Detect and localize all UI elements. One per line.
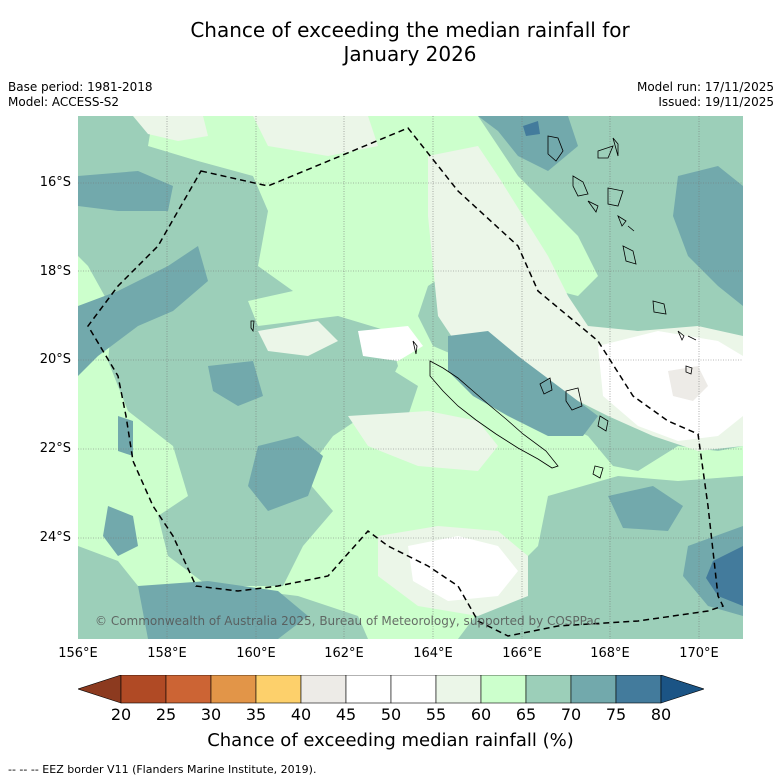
loyalty-islands — [539, 377, 609, 432]
lat-label-24s: 24°S — [39, 530, 71, 545]
lon-label-160e: 160°E — [236, 646, 276, 661]
contour-70-75-center — [248, 436, 323, 511]
lon-label-158e: 158°E — [147, 646, 187, 661]
lon-label-168e: 168°E — [590, 646, 630, 661]
contour-55-60-top-center — [253, 116, 378, 156]
colorbar-label: Chance of exceeding median rainfall (%) — [207, 730, 574, 751]
colorbar-bin-30-35 — [210, 674, 257, 704]
colorbar-tick-40: 40 — [290, 705, 312, 724]
contour-75-80-north — [523, 121, 540, 136]
colorbar-tick-60: 60 — [470, 705, 492, 724]
colorbar-bin-70-75 — [570, 674, 617, 704]
colorbar-bin-20-25 — [120, 674, 167, 704]
contour-70-75-center-west — [208, 361, 263, 406]
colorbar-svg — [77, 674, 705, 704]
contour-70-75-west — [78, 246, 208, 376]
meta-left: Base period: 1981-2018 Model: ACCESS-S2 — [8, 80, 153, 110]
contour-45-55-center — [358, 326, 423, 361]
contour-70-75-south-west — [103, 506, 138, 556]
colorbar-tick-25: 25 — [155, 705, 177, 724]
eez-border — [87, 127, 725, 637]
colorbar — [77, 674, 705, 709]
colorbar-tick-30: 30 — [200, 705, 222, 724]
colorbar-tick-20: 20 — [110, 705, 132, 724]
colorbar-bin-35-40 — [255, 674, 302, 704]
contour-70-75-sw — [118, 416, 133, 456]
lat-label-20s: 20°S — [39, 352, 71, 367]
issued-date: Issued: 19/11/2025 — [658, 95, 774, 109]
title-line-1: Chance of exceeding the median rainfall … — [190, 18, 630, 42]
lat-label-22s: 22°S — [39, 441, 71, 456]
colorbar-bin-25-30 — [165, 674, 212, 704]
contour-75-80-se — [706, 546, 743, 606]
lon-label-170e: 170°E — [679, 646, 719, 661]
lon-label-162e: 162°E — [324, 646, 364, 661]
title-line-2: January 2026 — [343, 42, 477, 66]
vanuatu-islands — [547, 135, 697, 341]
contour-55-60-north — [133, 116, 208, 141]
lon-label-164e: 164°E — [413, 646, 453, 661]
contour-45-55-south — [408, 536, 518, 601]
base-period: Base period: 1981-2018 — [8, 80, 153, 94]
colorbar-tick-80: 80 — [650, 705, 672, 724]
lon-label-166e: 166°E — [502, 646, 542, 661]
contour-55-60-center — [258, 321, 338, 356]
colorbar-bin-75-80 — [615, 674, 662, 704]
gridlines — [78, 116, 743, 639]
colorbar-bin-40-45 — [300, 674, 347, 704]
colorbar-tick-35: 35 — [245, 705, 267, 724]
contour-70-75-se — [608, 486, 683, 531]
colorbar-tick-65: 65 — [515, 705, 537, 724]
colorbar-bin-45-50 — [345, 674, 392, 704]
colorbar-bin-50-55 — [390, 674, 437, 704]
new-caledonia-coast — [429, 360, 559, 469]
map-canvas — [78, 116, 743, 639]
contour-40-45-east — [668, 366, 708, 401]
colorbar-tick-50: 50 — [380, 705, 402, 724]
colorbar-tick-70: 70 — [560, 705, 582, 724]
colorbar-extend-high — [660, 674, 705, 704]
contour-65-70-center — [318, 361, 418, 426]
colorbar-bin-55-60 — [435, 674, 482, 704]
copyright-notice: © Commonwealth of Australia 2025, Bureau… — [95, 614, 601, 628]
contour-45-55-east — [598, 331, 743, 441]
model-run: Model run: 17/11/2025 — [636, 80, 774, 94]
colorbar-bin-60-65 — [480, 674, 527, 704]
colorbar-tick-55: 55 — [425, 705, 447, 724]
model-name: Model: ACCESS-S2 — [8, 95, 120, 109]
colorbar-tick-75: 75 — [605, 705, 627, 724]
contour-70-75-nw — [78, 171, 173, 211]
colorbar-bin-65-70 — [525, 674, 572, 704]
lat-label-18s: 18°S — [39, 264, 71, 279]
colorbar-extend-low — [77, 674, 122, 704]
contour-70-75-ne — [478, 116, 578, 171]
rainfall-map — [78, 116, 743, 639]
lon-label-156e: 156°E — [58, 646, 98, 661]
eez-footnote: -- -- -- EEZ border V11 (Flanders Marine… — [8, 763, 317, 776]
lat-label-16s: 16°S — [39, 175, 71, 190]
west-islets — [250, 320, 693, 479]
meta-right: Model run: 17/11/2025 Issued: 19/11/2025 — [637, 80, 774, 110]
contour-55-60-south-center — [348, 411, 498, 471]
contour-65-70-west — [78, 116, 398, 586]
colorbar-tick-45: 45 — [335, 705, 357, 724]
contour-70-75-new-caledonia — [448, 331, 598, 436]
map-title: Chance of exceeding the median rainfall … — [0, 18, 781, 66]
contour-70-75-south — [138, 581, 308, 639]
